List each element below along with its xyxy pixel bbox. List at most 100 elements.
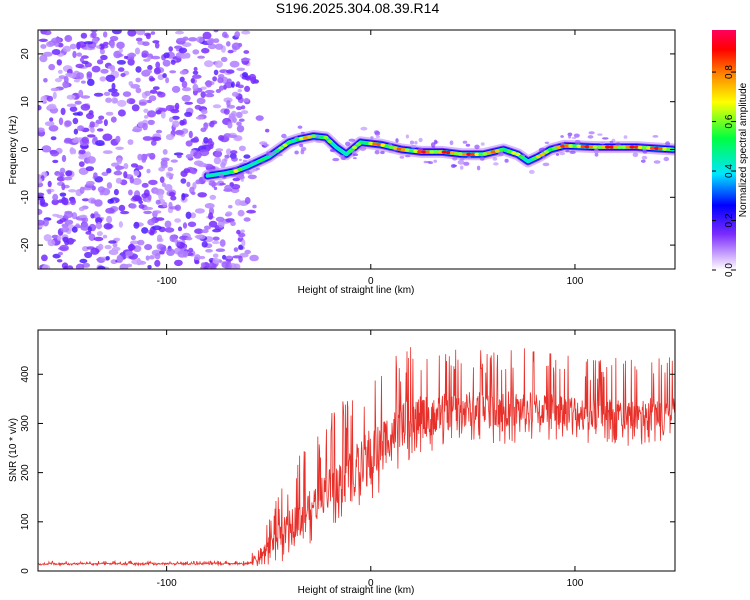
noise-blob [47, 180, 52, 188]
noise-blob [102, 234, 108, 239]
noise-blob [243, 217, 251, 222]
noise-blob [215, 216, 225, 222]
noise-blob [97, 265, 106, 269]
ridge-core [502, 148, 509, 152]
ridge-core [392, 146, 398, 150]
snr-ylabel: SNR (10 * v/v) [8, 418, 19, 482]
noise-blob [86, 71, 93, 78]
noise-blob [208, 262, 217, 269]
ridge-speckle [264, 143, 270, 147]
ridge-speckle [528, 169, 535, 174]
noise-blob [214, 151, 222, 158]
noise-blob [130, 163, 139, 168]
colorbar-ramp [712, 30, 736, 270]
noise-blob [115, 135, 121, 143]
noise-blob [96, 59, 104, 65]
noise-blob [52, 159, 59, 164]
noise-blob [226, 255, 233, 260]
x-tick-label: 0 [368, 578, 374, 589]
noise-blob [190, 170, 197, 175]
ridge-core [462, 152, 468, 156]
ridge-core [229, 170, 235, 174]
noise-blob [143, 210, 153, 215]
noise-blob [149, 77, 156, 82]
snr-frame [37, 329, 676, 572]
noise-blob [96, 128, 104, 132]
noise-blob [75, 223, 80, 228]
noise-blob [103, 31, 108, 38]
noise-blob [148, 179, 158, 186]
noise-blob [142, 122, 148, 131]
noise-blob [204, 203, 215, 209]
noise-blob [158, 193, 164, 200]
noise-blob [43, 78, 48, 83]
noise-blob [233, 263, 241, 269]
noise-blob [57, 251, 64, 256]
noise-blob [112, 30, 122, 35]
noise-blob [63, 211, 74, 219]
noise-blob [177, 250, 187, 258]
noise-blob [52, 91, 57, 99]
ridge-speckle [218, 173, 224, 178]
ridge-core [588, 145, 594, 149]
noise-blob [205, 89, 215, 94]
x-tick-label: 0 [368, 276, 374, 287]
noise-blob [129, 176, 134, 184]
noise-blob [246, 209, 256, 214]
snr-content [38, 347, 675, 567]
noise-blob [58, 117, 64, 126]
noise-blob [91, 31, 97, 39]
noise-blob [95, 119, 103, 124]
noise-blob [103, 119, 108, 127]
noise-blob [223, 108, 230, 115]
noise-blob [78, 206, 85, 212]
noise-blob [225, 211, 233, 216]
noise-blob [224, 184, 232, 192]
noise-blob [120, 210, 130, 215]
ridge-speckle [213, 186, 218, 191]
noise-blob [150, 140, 157, 146]
noise-blob [117, 67, 125, 72]
ridge-core [515, 152, 521, 156]
ridge-core [474, 152, 480, 156]
noise-blob [205, 93, 215, 98]
ridge-speckle [219, 182, 226, 186]
noise-blob [168, 117, 174, 123]
noise-blob [143, 69, 153, 74]
y-tick-label: 300 [20, 415, 31, 432]
ridge-core [633, 145, 639, 149]
noise-blob [169, 70, 177, 74]
noise-blob [243, 97, 250, 103]
colorbar-tick-label: 0.0 [724, 263, 735, 277]
noise-blob [194, 260, 200, 265]
ridge-speckle [348, 138, 356, 142]
noise-blob [84, 251, 93, 259]
noise-blob [105, 97, 112, 103]
ridge-speckle [463, 161, 470, 166]
noise-blob [60, 226, 70, 233]
noise-blob [38, 208, 43, 215]
noise-blob [200, 91, 206, 98]
ridge-core [294, 138, 300, 142]
noise-blob [241, 110, 249, 115]
noise-blob [72, 138, 79, 144]
ridge-core [498, 148, 505, 152]
noise-blob [175, 129, 184, 136]
ridge-speckle [459, 157, 465, 161]
noise-blob [237, 89, 242, 93]
noise-blob [87, 134, 96, 138]
noise-blob [180, 53, 188, 59]
noise-blob [113, 188, 119, 196]
noise-blob [96, 222, 102, 230]
ridge-speckle [345, 141, 351, 147]
noise-blob [206, 38, 215, 45]
ridge-speckle [665, 141, 671, 146]
noise-blob [212, 253, 219, 258]
noise-blob [230, 221, 236, 227]
noise-blob [189, 212, 197, 219]
noise-blob [145, 153, 155, 157]
noise-blob [57, 235, 62, 241]
noise-blob [197, 162, 207, 168]
noise-blob [152, 225, 162, 231]
ridge-core [621, 145, 627, 149]
